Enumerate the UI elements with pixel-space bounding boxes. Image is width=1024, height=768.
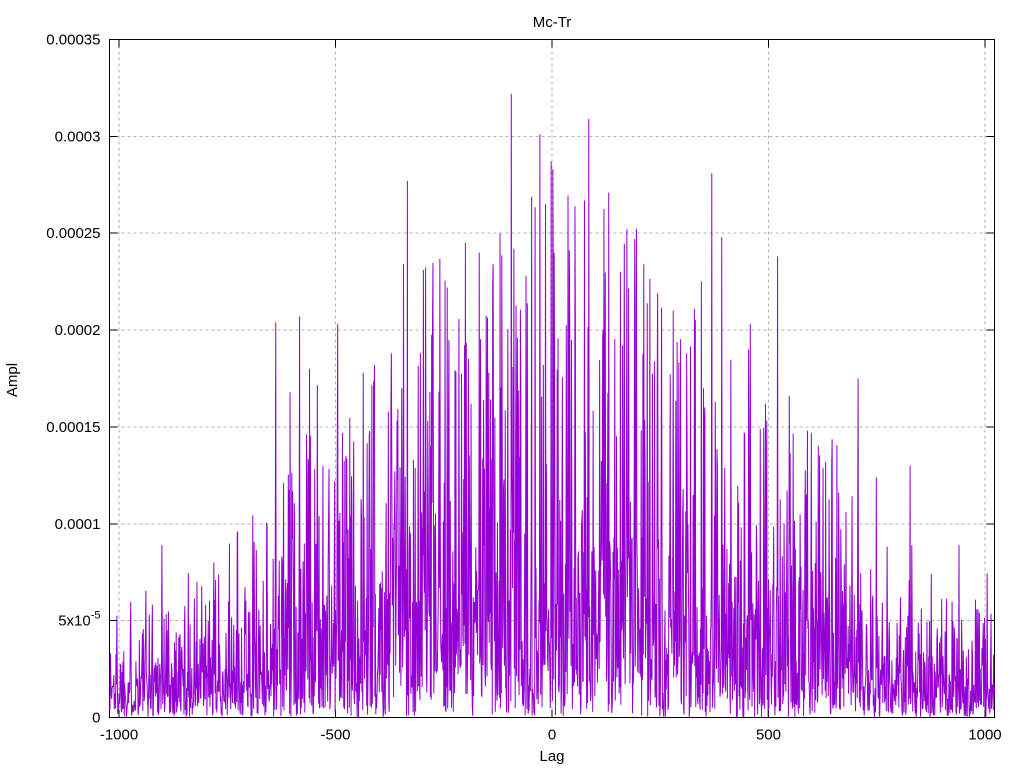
y-tick-label: 5x10-5 — [58, 610, 100, 630]
correlation-trace — [109, 93, 995, 718]
x-tick-label: -500 — [320, 727, 350, 744]
y-tick-label: 0.0001 — [55, 516, 101, 533]
tick-labels: -1000 -500 0 500 1000 0 5x10-5 0.0001 0.00015 0.0… — [46, 32, 1001, 744]
y-tick-label: 0 — [92, 710, 100, 727]
y-tick-label: 0.00025 — [46, 225, 100, 242]
y-tick-label: 0.0003 — [55, 128, 101, 145]
x-tick-label: 1000 — [968, 727, 1001, 744]
data-series-line — [109, 93, 995, 718]
x-tick-label: 0 — [548, 727, 556, 744]
x-axis-label: Lag — [539, 748, 564, 765]
y-axis-label: Ampl — [4, 363, 21, 397]
y-tick-label: 0.0002 — [55, 322, 101, 339]
y-tick-label: 0.00015 — [46, 419, 100, 436]
x-tick-label: 500 — [756, 727, 781, 744]
chart-title: Mc-Tr — [533, 14, 572, 31]
y-tick-label: 0.00035 — [46, 32, 100, 49]
x-tick-label: -1000 — [100, 727, 138, 744]
